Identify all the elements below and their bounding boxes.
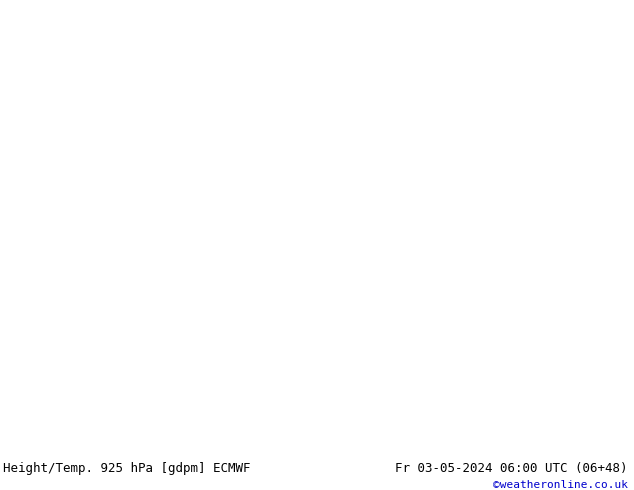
Text: ©weatheronline.co.uk: ©weatheronline.co.uk <box>493 480 628 490</box>
Text: Fr 03-05-2024 06:00 UTC (06+48): Fr 03-05-2024 06:00 UTC (06+48) <box>395 462 628 475</box>
Text: Height/Temp. 925 hPa [gdpm] ECMWF: Height/Temp. 925 hPa [gdpm] ECMWF <box>3 462 250 475</box>
